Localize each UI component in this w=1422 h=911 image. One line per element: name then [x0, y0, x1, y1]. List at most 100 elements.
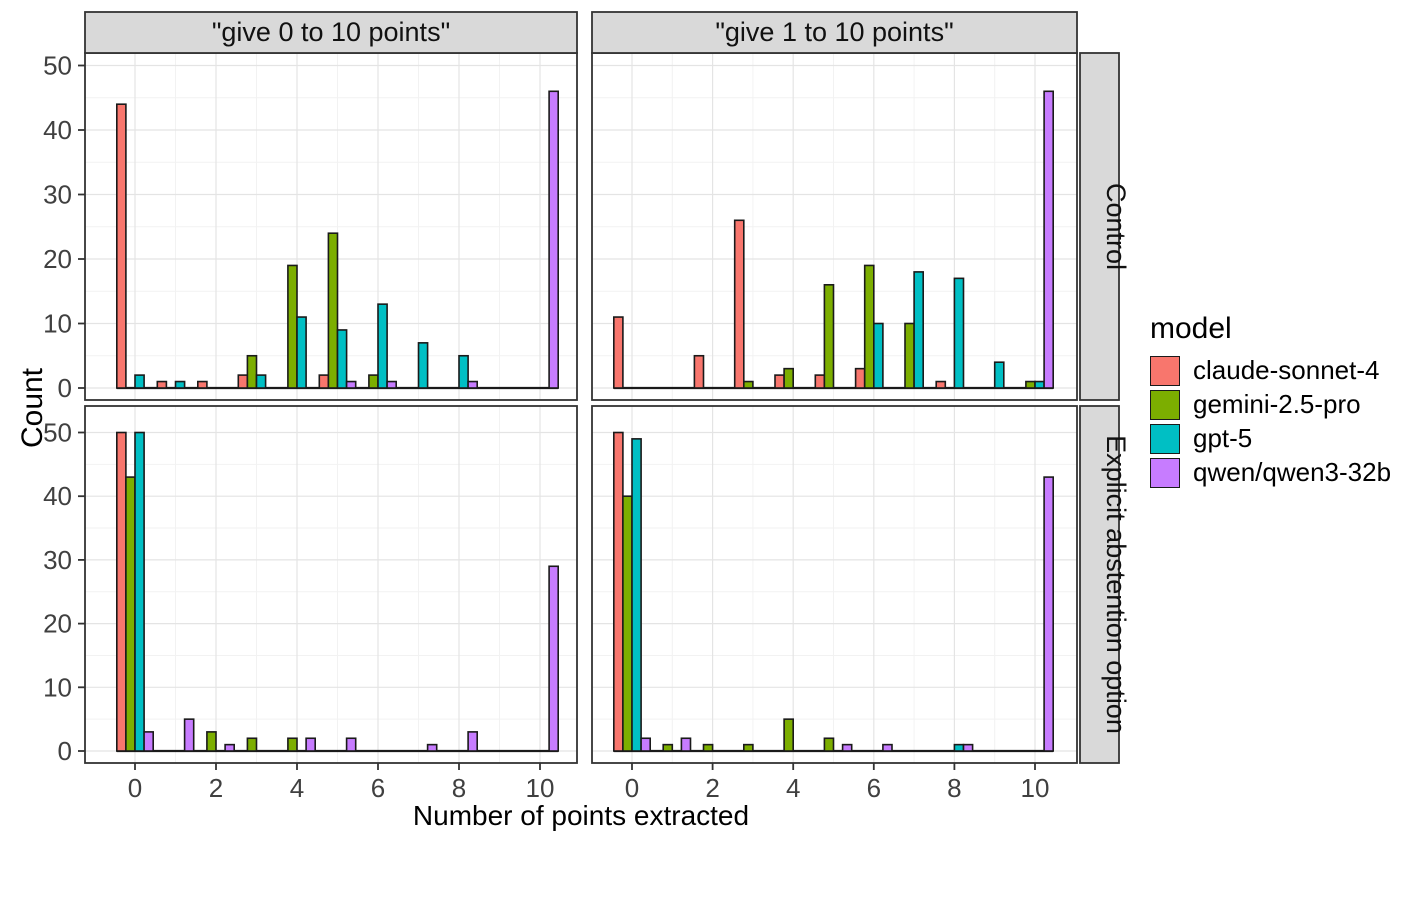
x-tick-label: 2	[705, 773, 719, 803]
bar	[904, 322, 915, 389]
y-tick-label: 50	[43, 418, 72, 448]
y-tick-label: 50	[43, 51, 72, 81]
bar	[296, 316, 307, 389]
x-tick-label: 10	[1021, 773, 1050, 803]
bar	[680, 737, 692, 752]
bar	[143, 731, 155, 752]
bar	[1034, 380, 1045, 389]
x-tick-label: 6	[867, 773, 881, 803]
bar	[255, 374, 267, 389]
bar	[702, 743, 714, 752]
x-tick-label: 0	[625, 773, 639, 803]
bar	[953, 743, 965, 752]
bar	[458, 354, 469, 389]
bar	[345, 380, 357, 389]
legend-label: qwen/qwen3-32b	[1193, 457, 1392, 487]
bar	[823, 737, 835, 752]
legend-swatch-gemini	[1150, 389, 1180, 420]
bar	[774, 374, 785, 389]
bar	[823, 283, 835, 389]
bar	[336, 329, 348, 389]
y-tick-label: 20	[43, 609, 72, 639]
bar	[693, 354, 705, 389]
bar	[467, 380, 479, 389]
bar	[246, 737, 258, 752]
bar	[742, 743, 754, 752]
y-tick-label: 10	[43, 672, 72, 702]
legend-swatch-qwen	[1150, 457, 1180, 488]
bar	[134, 374, 145, 389]
legend-entry: qwen/qwen3-32b	[1150, 457, 1391, 488]
bar	[548, 90, 559, 389]
bar	[183, 718, 195, 752]
bar	[377, 303, 388, 389]
facet-strip-top	[84, 11, 578, 54]
x-tick-label: 0	[128, 773, 142, 803]
bar	[742, 380, 754, 389]
y-tick-label: 40	[43, 481, 72, 511]
bar	[417, 342, 429, 389]
bar	[882, 743, 893, 752]
x-tick-label: 8	[947, 773, 961, 803]
bar	[287, 264, 298, 389]
y-axis-title: Count	[16, 367, 49, 449]
bar	[345, 737, 357, 752]
facet-strip-right-label: Explicit abstention option	[1101, 435, 1131, 734]
panel-border	[84, 405, 578, 764]
bar	[612, 316, 624, 389]
bar	[206, 731, 217, 752]
legend-entry: gemini-2.5-pro	[1150, 389, 1391, 420]
x-tick-label: 4	[786, 773, 800, 803]
bar	[962, 743, 974, 752]
facet-strip-top-label: "give 0 to 10 points"	[212, 17, 450, 47]
y-tick-label: 0	[58, 373, 72, 403]
bar	[783, 718, 794, 752]
legend-label: gemini-2.5-pro	[1193, 389, 1361, 419]
facet-strip-right-label: Control	[1101, 183, 1131, 270]
bar	[1043, 90, 1054, 389]
x-tick-label: 8	[452, 773, 466, 803]
y-tick-label: 20	[43, 244, 72, 274]
bar	[863, 264, 875, 389]
y-tick-label: 40	[43, 115, 72, 145]
bar	[640, 737, 651, 752]
bar	[224, 743, 236, 752]
x-tick-label: 2	[209, 773, 223, 803]
legend-label: claude-sonnet-4	[1193, 355, 1380, 385]
bar	[953, 277, 965, 389]
facet-strip-top	[591, 11, 1078, 54]
bar	[318, 374, 330, 389]
legend-swatch-gpt5	[1150, 423, 1180, 454]
legend-swatch-claude	[1150, 355, 1180, 386]
facet-strip-right	[1079, 405, 1120, 764]
bar	[305, 737, 317, 752]
bar	[913, 271, 924, 389]
panel-border	[591, 405, 1078, 764]
bar	[116, 103, 127, 389]
bar	[622, 495, 633, 752]
bar	[125, 476, 136, 752]
bar	[197, 380, 208, 389]
bar	[612, 431, 624, 752]
panel-background	[592, 406, 1077, 763]
bar	[1025, 380, 1036, 389]
x-tick-label: 10	[526, 773, 555, 803]
x-tick-label: 6	[371, 773, 385, 803]
bar	[134, 431, 145, 752]
y-tick-label: 10	[43, 309, 72, 339]
bar	[993, 361, 1005, 389]
bar	[854, 367, 866, 389]
bar	[814, 374, 826, 389]
bar	[783, 367, 794, 389]
bar	[426, 743, 438, 752]
facet-strip-right	[1079, 52, 1120, 401]
bar	[467, 731, 479, 752]
legend-entry: claude-sonnet-4	[1150, 355, 1391, 386]
legend-entry: gpt-5	[1150, 423, 1391, 454]
bar	[548, 565, 559, 752]
bar	[237, 374, 249, 389]
legend-label: gpt-5	[1193, 423, 1253, 453]
legend-title: model	[1150, 312, 1232, 345]
